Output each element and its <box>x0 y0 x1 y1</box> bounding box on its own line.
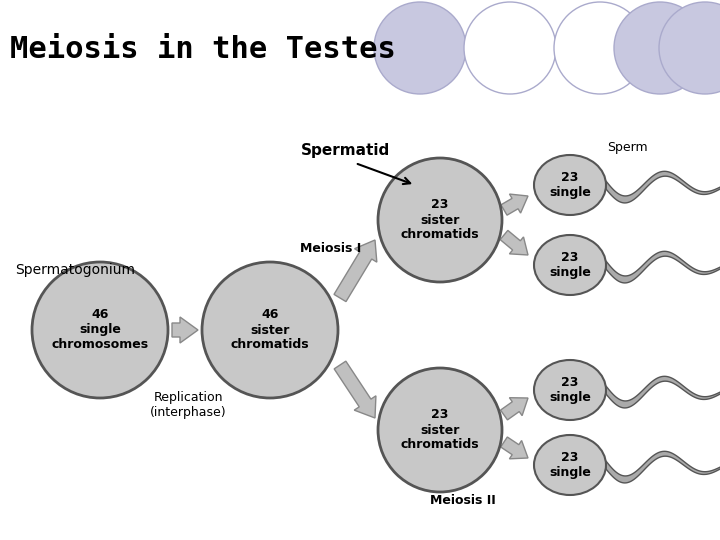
Text: Spermatid: Spermatid <box>300 143 390 158</box>
Text: 46
sister
chromatids: 46 sister chromatids <box>230 308 310 352</box>
Text: Sperm: Sperm <box>607 141 647 154</box>
Ellipse shape <box>534 360 606 420</box>
Ellipse shape <box>534 235 606 295</box>
Ellipse shape <box>614 2 706 94</box>
Text: 46
single
chromosomes: 46 single chromosomes <box>51 308 148 352</box>
Text: 23
single: 23 single <box>549 376 591 404</box>
Text: Spermatogonium: Spermatogonium <box>15 263 135 277</box>
FancyArrow shape <box>500 397 528 420</box>
FancyArrow shape <box>334 361 376 418</box>
Polygon shape <box>606 171 720 203</box>
Ellipse shape <box>659 2 720 94</box>
Text: 23
sister
chromatids: 23 sister chromatids <box>401 199 480 241</box>
Ellipse shape <box>464 2 556 94</box>
FancyArrow shape <box>334 240 377 302</box>
Text: 23
single: 23 single <box>549 251 591 279</box>
Text: 23
sister
chromatids: 23 sister chromatids <box>401 408 480 451</box>
Ellipse shape <box>554 2 646 94</box>
Text: Meiosis I: Meiosis I <box>300 241 361 254</box>
Ellipse shape <box>378 158 502 282</box>
Text: Meiosis in the Testes: Meiosis in the Testes <box>10 36 396 64</box>
Ellipse shape <box>32 262 168 398</box>
Ellipse shape <box>534 155 606 215</box>
Ellipse shape <box>202 262 338 398</box>
Text: Meiosis II: Meiosis II <box>430 494 496 507</box>
Ellipse shape <box>378 368 502 492</box>
Ellipse shape <box>374 2 466 94</box>
Text: 23
single: 23 single <box>549 451 591 479</box>
Ellipse shape <box>534 435 606 495</box>
FancyArrow shape <box>172 317 198 343</box>
Polygon shape <box>606 251 720 283</box>
Polygon shape <box>606 376 720 408</box>
FancyArrow shape <box>500 437 528 459</box>
Text: 23
single: 23 single <box>549 171 591 199</box>
Polygon shape <box>606 451 720 483</box>
FancyArrow shape <box>501 194 528 215</box>
FancyArrow shape <box>500 231 528 255</box>
Text: Replication
(interphase): Replication (interphase) <box>150 391 227 419</box>
